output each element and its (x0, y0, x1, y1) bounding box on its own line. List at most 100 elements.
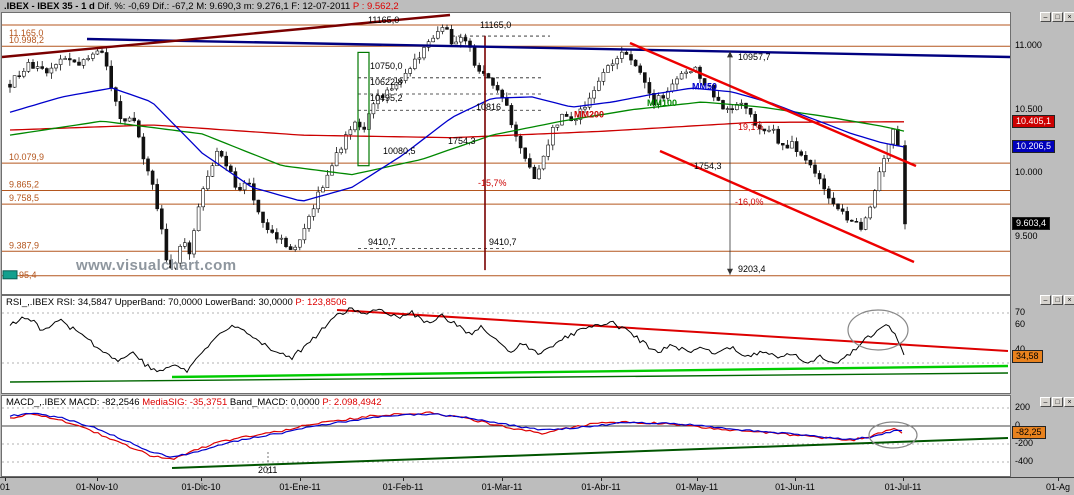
macd-header-segment: MediaSIG: -35,3751 (142, 397, 230, 408)
chart-annotation: 11165,0 (480, 20, 511, 30)
rsi-line[interactable] (9, 307, 905, 374)
close-button[interactable]: × (1064, 295, 1074, 305)
rsi-header-segment: P: 123,8506 (295, 297, 347, 308)
time-axis-tick (201, 478, 202, 481)
time-axis-label: 01-Jul-11 (884, 482, 922, 492)
chart-annotation: 10622,8 (370, 77, 403, 87)
price-badge: 10.405,1 (1012, 115, 1056, 128)
axis-tick-label: 200 (1015, 402, 1031, 412)
rsi-support-line[interactable] (9, 372, 1009, 383)
price-axis[interactable]: 11.000 10.500 10.000 9.500 10.405,1 10.206,5 9… (1010, 0, 1074, 477)
time-axis-label: 01-Jun-11 (775, 482, 815, 492)
time-axis-label: 01-Mar-11 (481, 482, 523, 492)
watermark: www.visualchart.com (76, 257, 237, 274)
chart-annotation: 10495,2 (370, 93, 403, 103)
main-chart-panel[interactable]: 11165,0 11165,0 10750,0 10622,8 10495,2 10816… (1, 12, 1011, 295)
rsi-support-line[interactable] (171, 364, 1009, 379)
time-axis[interactable]: 01 01-Nov-10 01-Dic-10 01-Ene-11 01-Feb-11 01… (0, 477, 1074, 495)
measure-box[interactable] (357, 51, 370, 167)
level-label: 10.998,2 (9, 35, 44, 45)
main-header-segment: P : 9.562,2 (352, 1, 399, 12)
axis-tick-label: 40 (1015, 344, 1026, 354)
close-button[interactable]: × (1064, 12, 1074, 22)
time-axis-tick (403, 478, 404, 481)
price-badge: 9.603,4 (1012, 217, 1051, 230)
time-axis-label: 01-Ene-11 (279, 482, 321, 492)
chart-annotation: 1754,3 (694, 161, 722, 171)
time-axis-tick (97, 478, 98, 481)
trendline[interactable] (86, 37, 1010, 59)
maximize-button[interactable]: □ (1052, 397, 1063, 407)
axis-tick-label: 60 (1015, 319, 1026, 329)
trendline[interactable] (659, 149, 915, 264)
time-axis-label: 01-Dic-10 (181, 482, 221, 492)
macd-canvas[interactable]: 2011 (2, 396, 1010, 476)
maximize-button[interactable]: □ (1052, 295, 1063, 305)
time-axis-tick (697, 478, 698, 481)
rsi-canvas[interactable] (2, 296, 1010, 393)
axis-tick-label: 0 (1015, 420, 1021, 430)
rsi-header: RSI_,.IBEX RSI: 34,5847 UpperBand: 70,00… (6, 297, 347, 308)
main-header-segment: F: 12-07-2011 (291, 1, 353, 12)
mm50-line[interactable] (9, 87, 905, 202)
macd-trendline[interactable] (171, 437, 1009, 469)
ma-label: MM100 (647, 98, 677, 108)
panel-window-controls: – □ × (1040, 12, 1074, 22)
chart-annotation: -15,7% (478, 178, 507, 188)
time-axis-tick (795, 478, 796, 481)
macd-line[interactable] (9, 411, 903, 460)
chart-annotation: -16,0% (735, 197, 764, 207)
chart-annotation: 9410,7 (489, 237, 517, 247)
rsi-panel[interactable] (1, 295, 1011, 394)
trendline[interactable] (2, 13, 451, 59)
chart-annotation: 19,1% (738, 122, 764, 132)
price-badge: 10.206,5 (1012, 140, 1056, 153)
axis-tick-label: 70 (1015, 307, 1026, 317)
minimize-button[interactable]: – (1040, 397, 1051, 407)
macd-signal-line[interactable] (9, 412, 903, 458)
level-label: 9.387,9 (9, 240, 39, 250)
chart-annotation: 9410,7 (368, 237, 396, 247)
axis-tick-label: -400 (1015, 456, 1034, 466)
mm100-line[interactable] (9, 101, 905, 176)
time-axis-label: 01-Ag (1045, 482, 1071, 492)
time-axis-tick (903, 478, 904, 481)
candles[interactable] (8, 24, 907, 270)
axis-tick-label: 10.500 (1015, 104, 1043, 114)
minimize-button[interactable]: – (1040, 12, 1051, 22)
main-header-segment: Dif. %: -0,69 (97, 1, 153, 12)
chart-annotation: 10750,0 (370, 61, 403, 71)
chart-annotation: 1754,3 (448, 136, 476, 146)
main-header-segment: M: 9.690,3 (196, 1, 244, 12)
price-badge: 34,58 (1012, 350, 1043, 363)
time-axis-label: 01 (0, 482, 11, 492)
panel-window-controls: – □ × (1040, 295, 1074, 305)
macd-header-segment: Band_MACD: 0,0000 (229, 397, 323, 408)
level-label: 95,4 (19, 270, 37, 280)
macd-panel[interactable]: 2011 (1, 395, 1011, 477)
axis-tick-label: 11.000 (1015, 40, 1042, 50)
chart-annotation: 9203,4 (738, 264, 766, 274)
level-label: 9.865,2 (9, 180, 39, 190)
time-axis-tick (1058, 478, 1059, 481)
macd-header-segment: MACD_,.IBEX MACD: -82,2546 (6, 397, 143, 408)
time-axis-label: 01-May-11 (675, 482, 719, 492)
minimize-button[interactable]: – (1040, 295, 1051, 305)
macd-header: MACD_,.IBEX MACD: -82,2546 MediaSIG: -35… (6, 397, 381, 408)
level-flag-icon (2, 270, 18, 280)
trendline[interactable] (629, 41, 917, 168)
time-axis-label: 01-Nov-10 (75, 482, 119, 492)
main-chart-canvas[interactable]: 11165,0 11165,0 10750,0 10622,8 10495,2 10816… (2, 13, 1010, 294)
time-axis-label: 01-Abr-11 (581, 482, 621, 492)
level-label: 11.165,0 (9, 28, 43, 38)
mm200-line[interactable] (9, 121, 904, 139)
rsi-trendline[interactable] (336, 309, 1009, 352)
axis-tick-label: -200 (1015, 438, 1034, 448)
level-label: 10.079,9 (9, 152, 44, 162)
close-button[interactable]: × (1064, 397, 1074, 407)
axis-tick-label: 9.500 (1015, 231, 1038, 241)
main-header-segment: Dif.: -67,2 (152, 1, 197, 12)
maximize-button[interactable]: □ (1052, 12, 1063, 22)
macd-header-segment: P: 2.098,4942 (322, 397, 382, 408)
